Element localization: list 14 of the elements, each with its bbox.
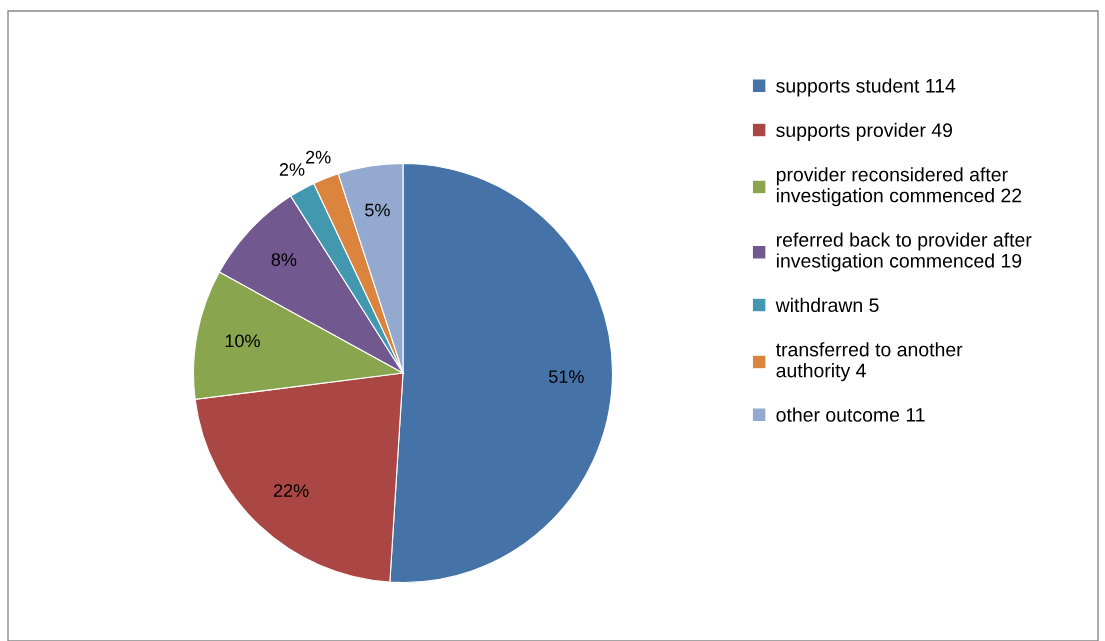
legend-label: supports provider 49 [776,122,952,141]
data-label: 2% [306,150,331,164]
data-label: 5% [365,203,390,217]
legend-label: referred back to provider after investigation commenced 19 [776,232,1032,272]
legend-label: provider reconsidered after investigation commenced 22 [776,167,1022,207]
legend-label: supports student 114 [776,78,956,97]
legend-label: transferred to another authority 4 [775,342,963,382]
legend-label: other outcome 11 [776,407,925,422]
data-label: 10% [225,334,260,348]
data-label: 8% [271,253,297,266]
data-label: 51% [549,370,584,383]
data-label: 2% [279,163,305,176]
data-label: 22% [273,484,309,497]
legend-label: withdrawn 5 [775,297,879,313]
